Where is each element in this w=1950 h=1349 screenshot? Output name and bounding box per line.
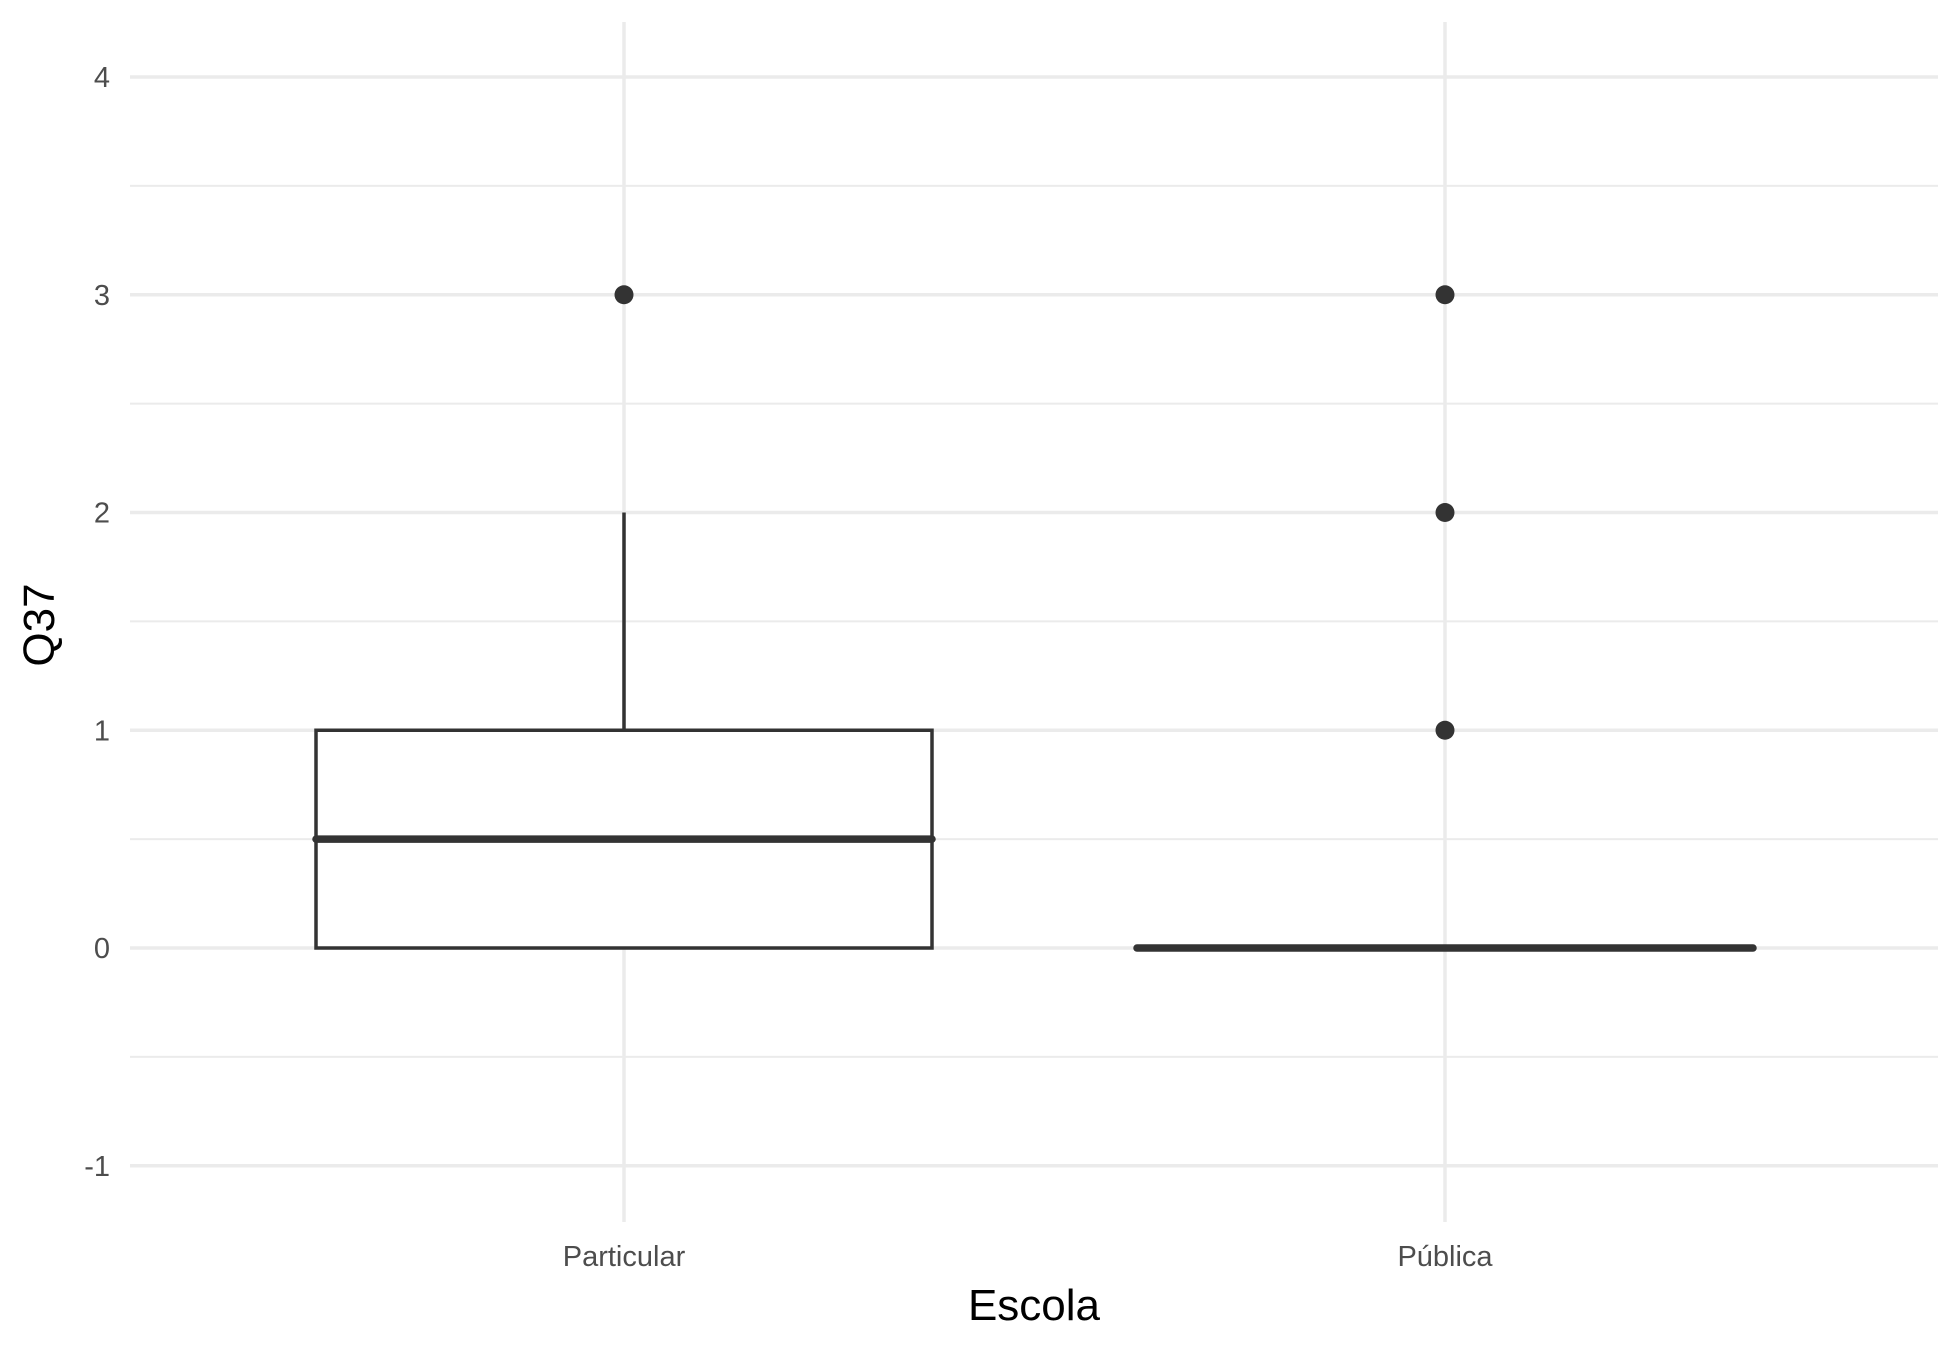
outlier-point bbox=[1435, 503, 1455, 522]
outlier-point bbox=[614, 285, 634, 305]
x-tick-label: Particular bbox=[563, 1241, 686, 1273]
y-axis-title: Q37 bbox=[15, 583, 64, 666]
y-tick-label: 3 bbox=[94, 280, 110, 312]
box-1 bbox=[1133, 285, 1757, 952]
y-tick-label: 2 bbox=[94, 498, 110, 530]
x-axis-title: Escola bbox=[968, 1281, 1101, 1330]
outlier-point bbox=[1435, 285, 1455, 305]
x-axis-ticks: Particular Pública bbox=[563, 1241, 1494, 1273]
x-tick-label: Pública bbox=[1397, 1241, 1493, 1273]
boxes bbox=[312, 285, 1757, 952]
outlier-point bbox=[1435, 720, 1455, 740]
y-tick-label: 1 bbox=[94, 715, 110, 747]
y-tick-label: 0 bbox=[94, 933, 110, 965]
box-0 bbox=[312, 285, 936, 950]
y-tick-label: -1 bbox=[84, 1151, 110, 1183]
y-axis-ticks: -1 0 1 2 3 4 bbox=[84, 62, 110, 1183]
y-tick-label: 4 bbox=[94, 62, 110, 94]
